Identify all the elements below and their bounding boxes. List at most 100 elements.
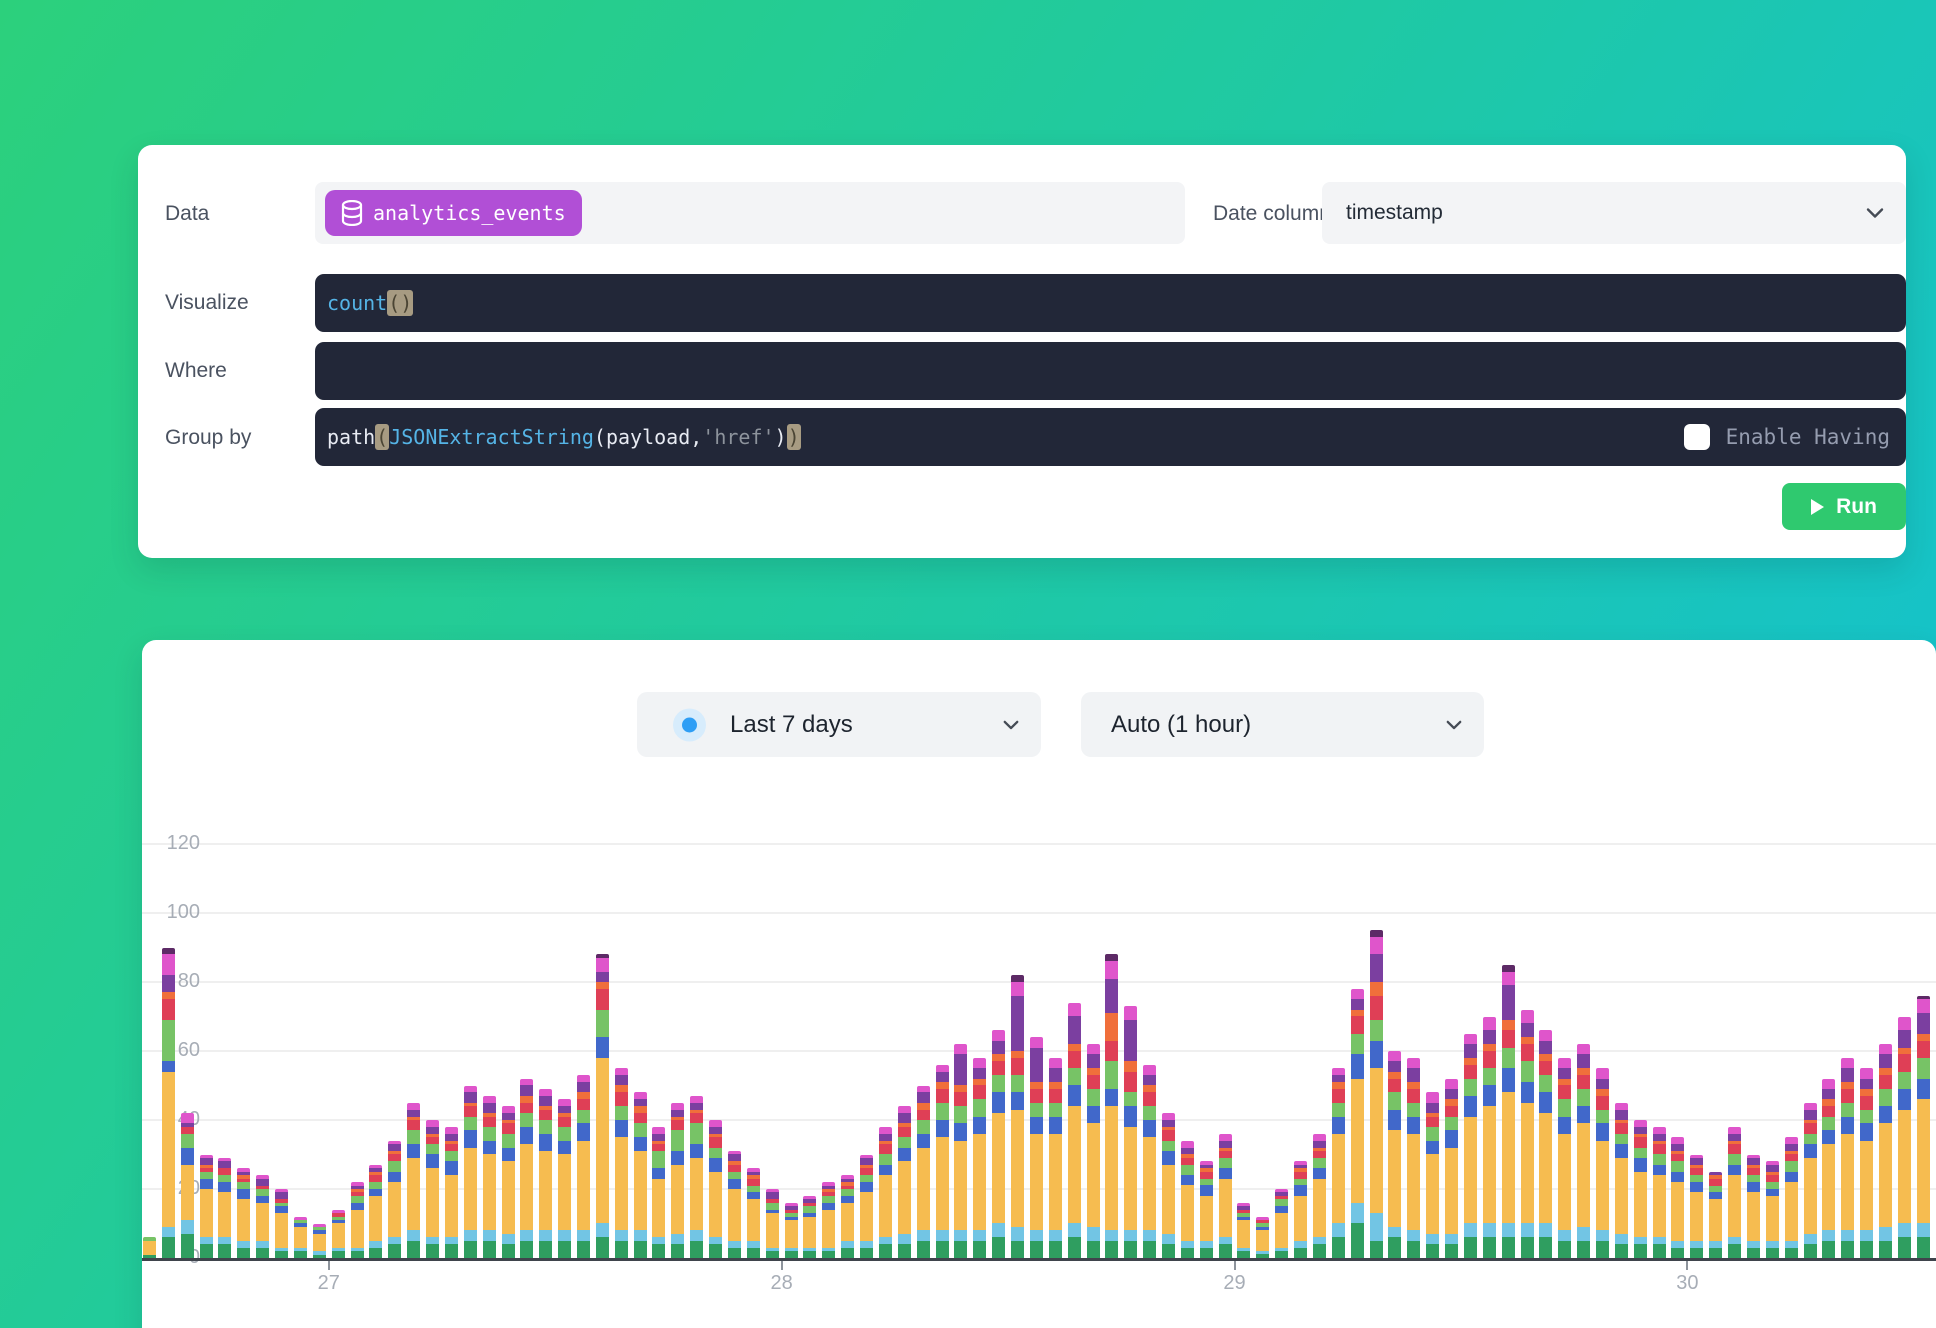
bar[interactable] bbox=[1501, 964, 1515, 1258]
bar[interactable] bbox=[992, 1030, 1006, 1258]
bar[interactable] bbox=[897, 1106, 911, 1258]
bar[interactable] bbox=[388, 1140, 402, 1258]
bar[interactable] bbox=[331, 1209, 345, 1258]
bar[interactable] bbox=[935, 1064, 949, 1258]
table-badge[interactable]: analytics_events bbox=[325, 190, 582, 236]
bar[interactable] bbox=[1143, 1064, 1157, 1258]
bar[interactable] bbox=[1218, 1133, 1232, 1258]
bar[interactable] bbox=[1029, 1037, 1043, 1258]
bar[interactable] bbox=[407, 1102, 421, 1258]
bar[interactable] bbox=[1463, 1033, 1477, 1258]
bar[interactable] bbox=[501, 1106, 515, 1258]
bar[interactable] bbox=[727, 1151, 741, 1258]
bar[interactable] bbox=[237, 1168, 251, 1258]
bar[interactable] bbox=[746, 1168, 760, 1258]
bar[interactable] bbox=[916, 1085, 930, 1259]
bar[interactable] bbox=[1595, 1068, 1609, 1258]
bar[interactable] bbox=[1558, 1057, 1572, 1258]
bar[interactable] bbox=[973, 1057, 987, 1258]
bar[interactable] bbox=[577, 1075, 590, 1258]
bar[interactable] bbox=[1482, 1016, 1496, 1259]
bar[interactable] bbox=[520, 1078, 534, 1258]
bar[interactable] bbox=[275, 1189, 289, 1258]
bar[interactable] bbox=[293, 1216, 307, 1258]
bar[interactable] bbox=[482, 1095, 496, 1258]
bar[interactable] bbox=[1161, 1113, 1175, 1258]
bar[interactable] bbox=[1577, 1044, 1591, 1258]
bar[interactable] bbox=[1275, 1189, 1289, 1258]
bar[interactable] bbox=[1728, 1126, 1742, 1258]
bar[interactable] bbox=[312, 1223, 326, 1259]
bar[interactable] bbox=[180, 1113, 194, 1258]
bar[interactable] bbox=[1105, 954, 1119, 1258]
bar[interactable] bbox=[1765, 1161, 1779, 1258]
bar[interactable] bbox=[1350, 988, 1364, 1258]
run-button[interactable]: Run bbox=[1782, 483, 1906, 530]
bar[interactable] bbox=[1916, 995, 1930, 1258]
bar[interactable] bbox=[199, 1154, 213, 1259]
bar[interactable] bbox=[369, 1164, 383, 1258]
bar[interactable] bbox=[1841, 1057, 1855, 1258]
bar[interactable] bbox=[1897, 1016, 1911, 1259]
bar[interactable] bbox=[860, 1154, 874, 1259]
bar[interactable] bbox=[671, 1102, 685, 1258]
bar[interactable] bbox=[690, 1095, 704, 1258]
bar[interactable] bbox=[1067, 1002, 1081, 1258]
bar[interactable] bbox=[539, 1088, 553, 1258]
bar[interactable] bbox=[1690, 1154, 1704, 1259]
bar[interactable] bbox=[614, 1068, 628, 1258]
bar[interactable] bbox=[1407, 1057, 1421, 1258]
bar[interactable] bbox=[841, 1175, 855, 1258]
bar[interactable] bbox=[558, 1099, 572, 1258]
bar[interactable] bbox=[1426, 1092, 1440, 1258]
bar[interactable] bbox=[218, 1157, 232, 1258]
date-column-select[interactable]: timestamp bbox=[1322, 182, 1906, 244]
bar[interactable] bbox=[633, 1092, 647, 1258]
bar[interactable] bbox=[784, 1202, 798, 1258]
bar[interactable] bbox=[444, 1126, 458, 1258]
bar[interactable] bbox=[426, 1120, 440, 1258]
visualize-editor[interactable]: count() bbox=[315, 274, 1906, 332]
interval-dropdown[interactable]: Auto (1 hour) bbox=[1081, 692, 1484, 757]
bar[interactable] bbox=[1256, 1216, 1270, 1258]
bar[interactable] bbox=[143, 1237, 156, 1258]
bar[interactable] bbox=[1633, 1120, 1647, 1258]
bar[interactable] bbox=[1803, 1102, 1817, 1258]
bar[interactable] bbox=[1048, 1057, 1062, 1258]
bar[interactable] bbox=[1539, 1030, 1553, 1258]
bar[interactable] bbox=[1746, 1154, 1760, 1259]
bar[interactable] bbox=[1860, 1068, 1874, 1258]
bar[interactable] bbox=[256, 1175, 270, 1258]
bar[interactable] bbox=[161, 947, 175, 1259]
bar[interactable] bbox=[1671, 1137, 1685, 1258]
where-editor[interactable] bbox=[315, 342, 1906, 400]
bar[interactable] bbox=[1784, 1137, 1798, 1258]
bar[interactable] bbox=[1237, 1202, 1251, 1258]
date-range-dropdown[interactable]: Last 7 days bbox=[637, 692, 1041, 757]
bar[interactable] bbox=[765, 1189, 779, 1258]
bar[interactable] bbox=[350, 1182, 364, 1258]
bar[interactable] bbox=[652, 1126, 666, 1258]
bar[interactable] bbox=[1822, 1078, 1836, 1258]
bar[interactable] bbox=[1312, 1133, 1326, 1258]
bar[interactable] bbox=[803, 1195, 817, 1258]
bar[interactable] bbox=[595, 954, 609, 1258]
group-by-editor[interactable]: path(JSONExtractString(payload,'href')) … bbox=[315, 408, 1906, 466]
bar[interactable] bbox=[1388, 1051, 1402, 1258]
bar[interactable] bbox=[1294, 1161, 1308, 1258]
bar[interactable] bbox=[954, 1044, 968, 1258]
bar[interactable] bbox=[1331, 1068, 1345, 1258]
bar[interactable] bbox=[709, 1120, 723, 1258]
bar[interactable] bbox=[878, 1126, 892, 1258]
bar[interactable] bbox=[1614, 1102, 1628, 1258]
enable-having-checkbox[interactable] bbox=[1683, 424, 1710, 450]
bar[interactable] bbox=[822, 1182, 836, 1258]
bar[interactable] bbox=[1199, 1161, 1213, 1258]
data-source-field[interactable]: analytics_events bbox=[315, 182, 1185, 244]
bar[interactable] bbox=[1180, 1140, 1194, 1258]
bar[interactable] bbox=[463, 1085, 477, 1259]
bar[interactable] bbox=[1011, 975, 1025, 1258]
bar[interactable] bbox=[1086, 1044, 1100, 1258]
bar[interactable] bbox=[1124, 1006, 1138, 1258]
bar[interactable] bbox=[1520, 1009, 1534, 1258]
